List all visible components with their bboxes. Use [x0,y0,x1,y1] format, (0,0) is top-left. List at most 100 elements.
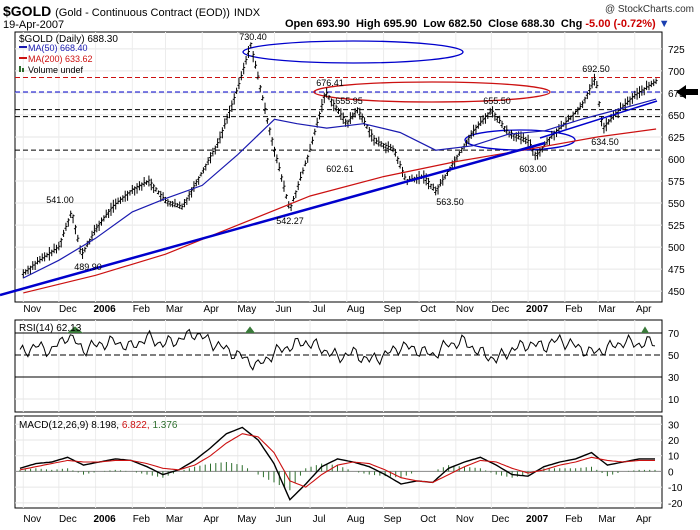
quote-line: Open 693.90 High 695.90 Low 682.50 Close… [285,18,670,30]
svg-text:MACD(12,26,9) 8.198, 6.822, 1.: MACD(12,26,9) 8.198, 6.822, 1.376 [19,420,178,431]
macd-tick-label: 10 [668,452,680,463]
y-tick-label: 650 [668,111,685,122]
price-annotation: 692.50 [582,64,610,74]
rsi-overbought-fill [245,326,255,333]
y-tick-label: 500 [668,243,685,254]
x-tick-label: Apr [636,304,652,315]
x-tick-label: Nov [456,304,474,315]
support-trendline [0,141,546,297]
ma200-line [23,128,657,294]
price-annotation: 563.50 [436,197,464,207]
x-tick-label: Mar [598,304,616,315]
x-tick-label: Mar [598,514,616,525]
rsi-tick-label: 10 [668,395,680,406]
x-tick-label: Nov [456,514,474,525]
legend-ma200: MA(200) 633.62 [28,54,93,64]
x-tick-label: May [237,514,256,525]
price-annotation: 603.00 [519,164,547,174]
macd-tick-label: 20 [668,436,680,447]
x-tick-label: Jul [313,514,326,525]
x-tick-label: Feb [133,304,151,315]
macd-tick-label: 0 [668,467,674,478]
change-value: -5.00 (-0.72%) [585,18,656,30]
y-tick-label: 550 [668,199,685,210]
x-tick-label: 2006 [93,304,116,315]
highlight-ellipse [313,81,551,103]
x-tick-label: 2007 [526,304,549,315]
price-annotation: 602.61 [326,164,354,174]
x-tick-label: Jun [275,304,291,315]
x-tick-label: Mar [166,304,184,315]
brand-watermark: @ StockCharts.com [604,4,694,15]
open-value: 693.90 [316,18,350,30]
rsi-overbought-fill [67,326,83,333]
x-tick-label: Apr [203,514,219,525]
y-tick-label: 625 [668,133,685,144]
contract-name: (Gold - Continuous Contract (EOD)) [55,7,230,19]
chart-header: $GOLD (Gold - Continuous Contract (EOD))… [0,0,700,32]
price-annotation: 655.95 [335,96,363,106]
x-tick-label: Oct [420,514,436,525]
x-tick-label: Dec [491,514,509,525]
rsi-tick-label: 70 [668,329,680,340]
macd-signal-line [19,433,655,488]
price-annotation: 730.40 [239,32,267,42]
x-tick-label: Feb [565,514,583,525]
rsi-overbought-fill [641,326,649,333]
price-annotation: 541.00 [46,195,74,205]
rsi-legend: RSI(14) 62.13 [19,323,82,334]
y-tick-label: 725 [668,45,685,56]
rsi-panel [14,319,663,413]
short-trendline [539,100,658,139]
arrow-left-icon [676,85,698,99]
price-annotation: 634.50 [591,137,619,147]
x-tick-label: Feb [565,304,583,315]
x-tick-label: Nov [23,514,41,525]
x-tick-label: Oct [420,304,436,315]
macd-legend: MACD(12,26,9) 8.198, 6.822, 1.376 [19,420,178,431]
chart-date: 19-Apr-2007 [3,19,65,31]
symbol: $GOLD [3,3,52,19]
x-tick-label: Apr [636,514,652,525]
x-tick-label: 2007 [526,514,549,525]
chart-title: $GOLD (Gold - Continuous Contract (EOD))… [3,3,260,19]
x-tick-label: Aug [347,304,365,315]
x-tick-label: Sep [384,304,402,315]
macd-tick-label: -10 [668,483,683,494]
price-annotation: 655.50 [483,96,511,106]
exchange: INDX [233,7,261,19]
x-tick-label: Jun [275,514,291,525]
x-tick-label: Apr [203,304,219,315]
y-tick-label: 475 [668,265,685,276]
y-tick-label: 675 [668,89,685,100]
y-tick-label: 575 [668,177,685,188]
low-value: 682.50 [448,18,482,30]
macd-tick-label: 30 [668,420,680,431]
price-legend: $GOLD (Daily) 688.30 MA(50) 668.40 MA(20… [19,34,118,75]
y-tick-label: 600 [668,155,685,166]
legend-volume: Volume undef [28,65,84,75]
legend-ma50: MA(50) 668.40 [28,43,88,53]
x-tick-label: Dec [491,304,509,315]
macd-panel [14,415,663,509]
x-tick-label: Aug [347,514,365,525]
price-annotation: 489.90 [74,262,102,272]
rsi-tick-label: 30 [668,373,680,384]
x-tick-label: Mar [166,514,184,525]
x-tick-label: 2006 [93,514,116,525]
rsi-tick-label: 50 [668,351,680,362]
rsi-line [19,328,656,371]
high-value: 695.90 [383,18,418,30]
y-tick-label: 450 [668,287,685,298]
x-tick-label: Feb [133,514,151,525]
x-tick-label: Sep [384,514,402,525]
x-tick-label: May [237,304,256,315]
macd-tick-label: -20 [668,499,683,510]
x-tick-label: Dec [59,514,77,525]
triangle-down-icon: ▼ [658,18,670,30]
x-tick-label: Dec [59,304,77,315]
x-tick-label: Nov [23,304,41,315]
price-annotation: 542.27 [276,216,304,226]
price-annotation: 676.41 [316,78,344,88]
